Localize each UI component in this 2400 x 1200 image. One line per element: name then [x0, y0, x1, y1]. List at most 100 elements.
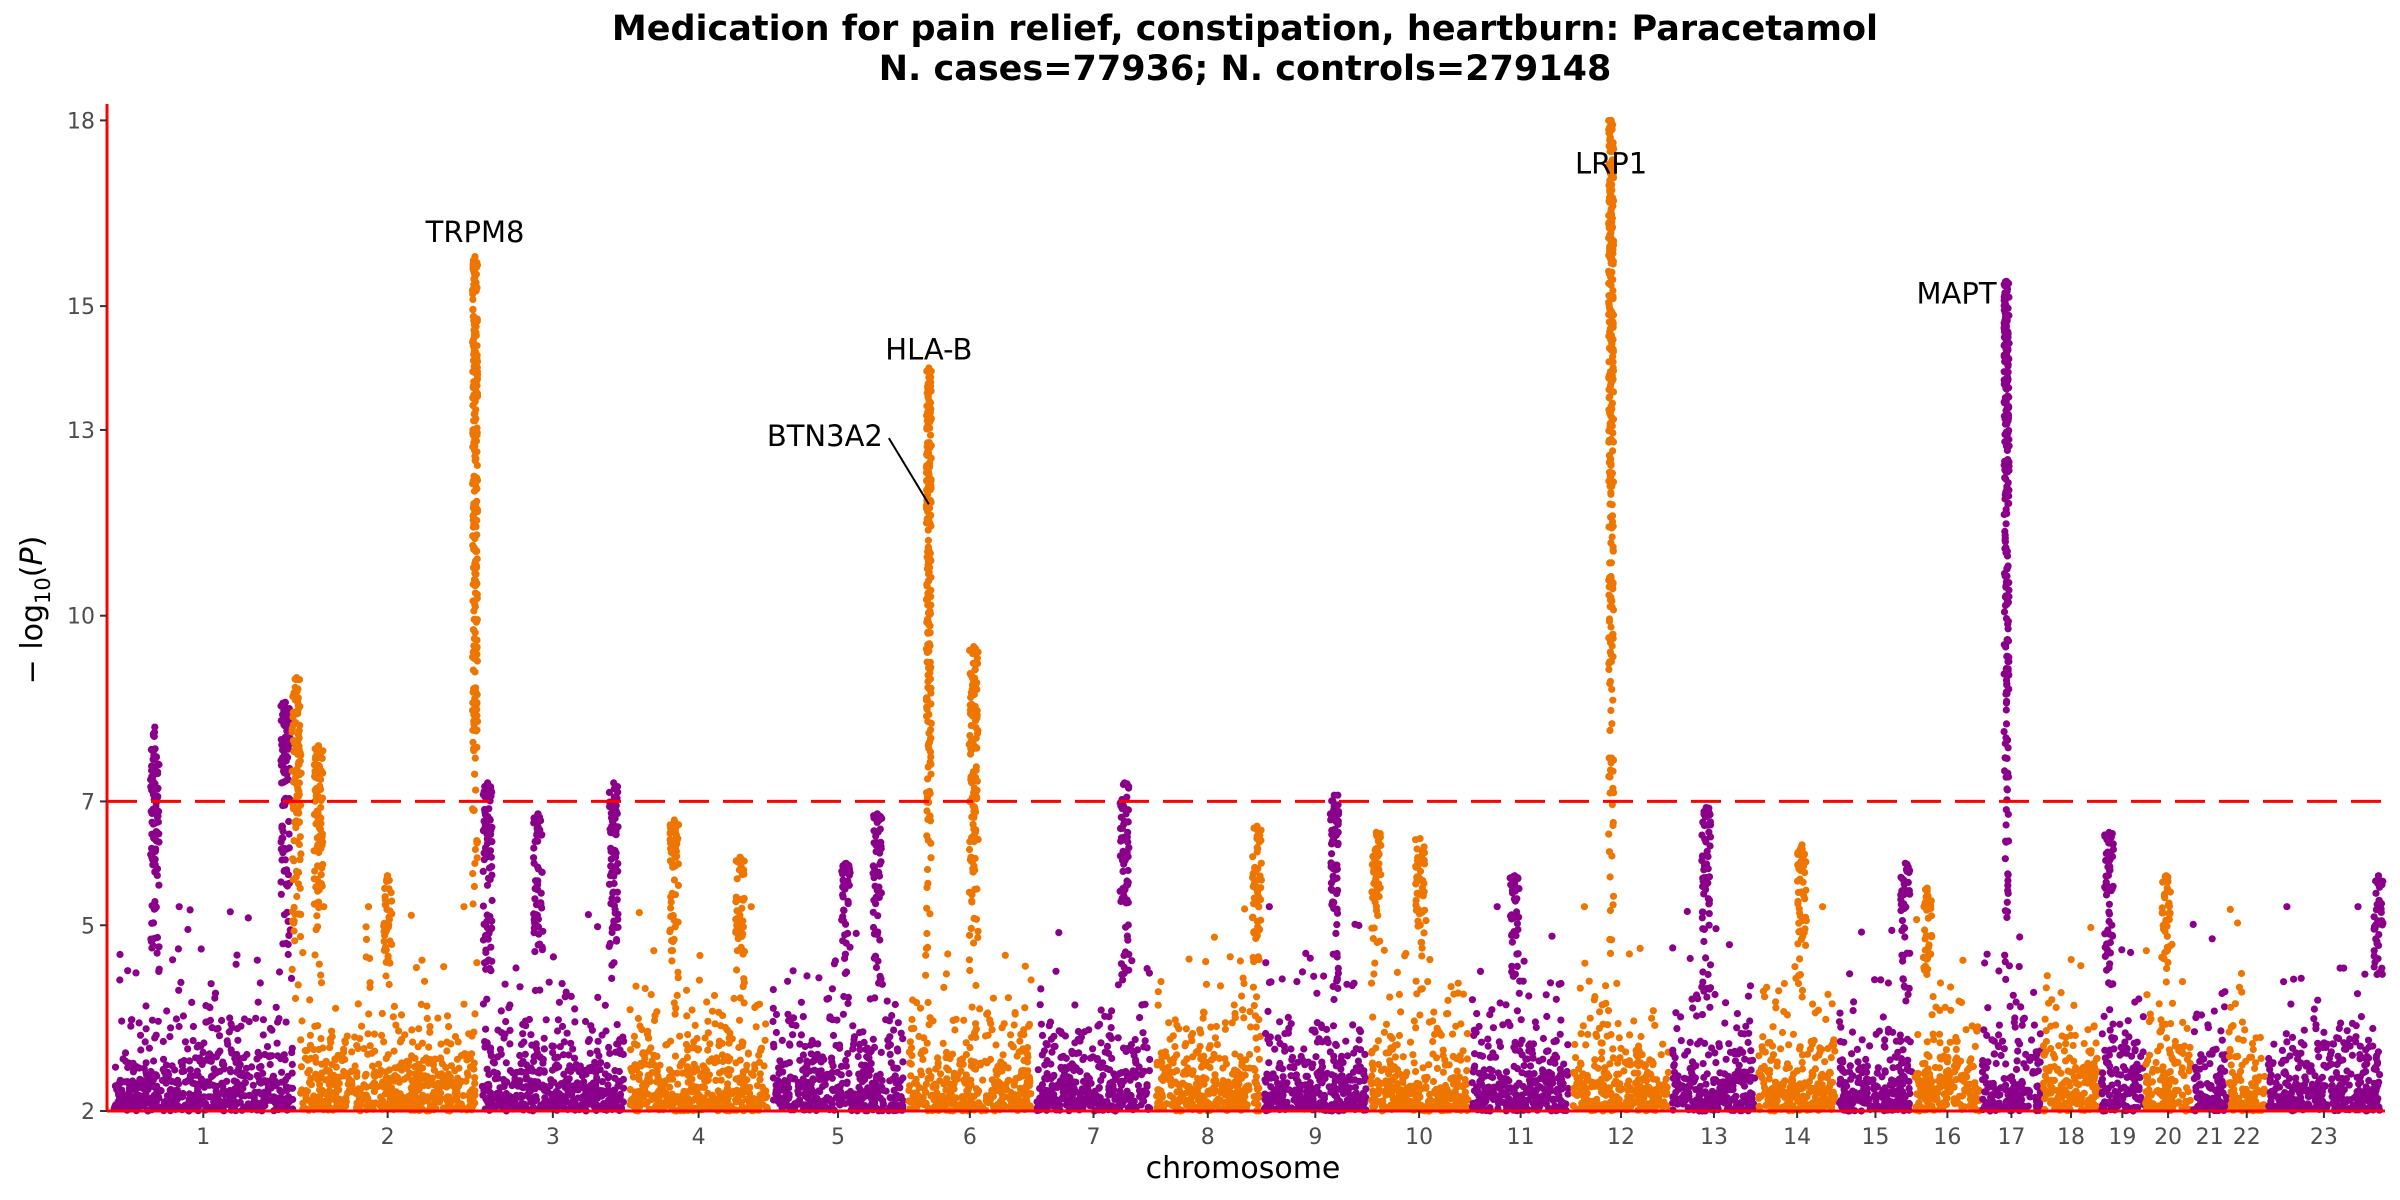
data-point-chr-3 [540, 1067, 548, 1075]
data-point-chr-1 [266, 1060, 274, 1069]
data-point-chr-2 [461, 1050, 469, 1058]
data-point-chr-11 [1524, 1096, 1532, 1104]
data-point-chr-9 [1278, 975, 1286, 983]
data-point-chr-2 [348, 1081, 356, 1089]
data-point-chr-2 [459, 1103, 467, 1111]
data-point-chr-8 [1188, 1037, 1196, 1045]
data-point-chr-7 [1105, 1091, 1113, 1099]
data-point-chr-2 [339, 1101, 348, 1109]
data-point-chr-4 [694, 1046, 702, 1054]
data-point-chr-5 [797, 1031, 806, 1039]
data-point-chr-8 [1154, 988, 1162, 996]
data-point-chr-9 [1323, 1025, 1331, 1033]
data-point-chr-3 [502, 1059, 510, 1067]
data-point-chr-1 [166, 1091, 174, 1100]
data-point-chr-11 [1535, 1057, 1543, 1065]
data-point-chr-2 [408, 1026, 416, 1034]
data-point-chr-1 [271, 1094, 279, 1102]
data-point-chr-1 [168, 1062, 176, 1070]
data-point-chr-3 [522, 1075, 530, 1083]
data-point-chr-12 [1577, 1079, 1585, 1087]
data-point-chr-6 [1006, 1102, 1014, 1110]
data-point-chr-2 [434, 1070, 442, 1078]
data-point-chr-8 [1175, 1025, 1183, 1033]
data-point-chr-9 [1338, 1052, 1346, 1060]
data-point-chr-3 [593, 1047, 601, 1055]
data-point-chr-6 [1007, 1031, 1015, 1039]
data-point-chr-5 [832, 1041, 840, 1050]
data-point-chr-1 [283, 1084, 291, 1093]
data-point-chr-10 [1422, 1084, 1430, 1092]
data-point-chr-5 [854, 1052, 862, 1061]
data-point-chr-1 [142, 1059, 150, 1067]
data-point-chr-4 [688, 1006, 696, 1014]
data-point-chr-3 [575, 1067, 584, 1076]
data-point-chr-9 [1355, 1036, 1363, 1044]
data-point-chr-6 [1024, 1053, 1032, 1061]
data-point-chr-2 [436, 1092, 444, 1100]
data-point-chr-10 [1463, 1067, 1471, 1075]
data-point-chr-10 [1430, 1008, 1438, 1016]
data-point-chr-5 [776, 1086, 784, 1094]
data-point-chr-2 [434, 1014, 442, 1022]
data-point-chr-8 [1173, 1051, 1181, 1059]
data-point-chr-2 [455, 1064, 463, 1072]
data-point-chr-1 [197, 1094, 205, 1102]
data-point-chr-8 [1193, 1049, 1202, 1057]
data-point-chr-5 [861, 1061, 869, 1069]
data-point-chr-4 [755, 1051, 763, 1059]
data-point-chr-1 [189, 1022, 197, 1031]
data-point-chr-1 [261, 1088, 269, 1096]
data-point-chr-9 [1264, 1035, 1272, 1043]
data-point-chr-6 [1025, 1082, 1033, 1090]
data-point-chr-5 [869, 1035, 877, 1043]
data-point-chr-9 [1279, 1073, 1287, 1081]
data-point-chr-12 [1582, 1041, 1590, 1049]
data-point-chr-7 [1137, 1101, 1145, 1109]
data-point-chr-7 [1074, 1027, 1082, 1036]
data-point-chr-11 [1549, 1079, 1557, 1087]
data-point-chr-9 [1283, 1102, 1291, 1110]
data-point-chr-2 [453, 1088, 461, 1096]
data-point-chr-7 [1143, 965, 1151, 973]
data-point-chr-4 [684, 1088, 692, 1096]
data-point-chr-2 [362, 923, 370, 931]
data-point-chr-1 [144, 1085, 152, 1093]
data-point-chr-3 [521, 1050, 529, 1058]
data-point-chr-6 [1022, 1092, 1030, 1100]
data-point-chr-11 [1512, 1082, 1521, 1090]
data-point-chr-13 [1747, 1066, 1755, 1074]
data-point-chr-8 [1252, 1093, 1260, 1101]
data-point-chr-3 [505, 1004, 513, 1012]
data-point-chr-6 [906, 1038, 915, 1046]
data-point-chr-4 [647, 1044, 655, 1052]
data-point-chr-5 [832, 1085, 840, 1093]
data-point-chr-6 [1020, 1031, 1028, 1039]
data-point-chr-11 [1552, 1086, 1560, 1095]
data-point-chr-8 [1219, 1077, 1227, 1085]
data-point-chr-6 [981, 1057, 989, 1065]
data-point-chr-1 [132, 969, 140, 977]
data-point-chr-11 [1486, 1011, 1494, 1019]
data-point-chr-1 [121, 1078, 129, 1086]
data-point-chr-4 [648, 1057, 656, 1065]
data-point-chr-13 [1669, 944, 1677, 952]
data-point-chr-8 [1211, 1034, 1219, 1042]
data-point-chr-7 [1145, 1067, 1153, 1075]
data-point-chr-10 [1374, 1037, 1382, 1045]
data-point-chr-6 [922, 1080, 931, 1088]
data-point-chr-9 [1301, 1061, 1309, 1069]
data-point-chr-4 [666, 1066, 674, 1074]
data-point-chr-7 [1128, 957, 1136, 965]
data-point-chr-5 [863, 1053, 871, 1061]
data-point-chr-4 [735, 1016, 744, 1024]
data-point-chr-4 [666, 1073, 674, 1081]
data-point-chr-1 [242, 1064, 251, 1072]
data-point-chr-2 [370, 1087, 378, 1095]
data-point-chr-5 [828, 985, 837, 993]
data-point-chr-8 [1167, 1075, 1175, 1083]
data-point-chr-5 [779, 1068, 787, 1076]
data-point-chr-11 [1511, 1099, 1519, 1107]
data-point-chr-3 [588, 1026, 597, 1034]
